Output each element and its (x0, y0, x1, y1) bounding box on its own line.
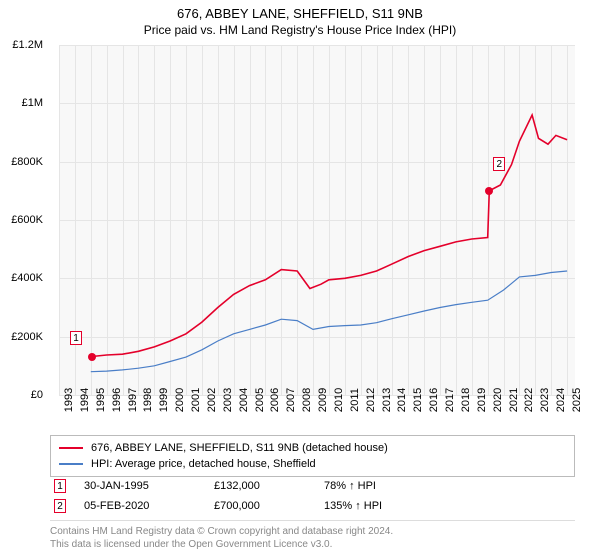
x-axis-label: 2022 (523, 388, 535, 412)
marker-price: £700,000 (214, 500, 324, 512)
x-axis-label: 2018 (460, 388, 472, 412)
x-axis-label: 1993 (63, 388, 75, 412)
x-axis-label: 2008 (301, 388, 313, 412)
y-axis-label: £1.2M (12, 39, 43, 51)
series-line (91, 271, 567, 372)
legend-swatch (59, 447, 83, 449)
legend-item: HPI: Average price, detached house, Shef… (59, 456, 566, 472)
price-marker-label: 1 (70, 331, 82, 345)
x-axis-label: 2011 (349, 388, 361, 412)
x-axis-label: 2024 (555, 388, 567, 412)
x-axis-label: 2001 (190, 388, 202, 412)
x-axis-label: 2012 (365, 388, 377, 412)
chart-title: 676, ABBEY LANE, SHEFFIELD, S11 9NB (0, 0, 600, 21)
x-axis-label: 2015 (412, 388, 424, 412)
x-axis-label: 2016 (428, 388, 440, 412)
x-axis-label: 2013 (381, 388, 393, 412)
legend-swatch (59, 463, 83, 465)
y-axis-label: £600K (11, 214, 43, 226)
marker-row: 2 05-FEB-2020£700,000135% ↑ HPI (50, 496, 575, 516)
x-axis-label: 2020 (492, 388, 504, 412)
marker-date: 30-JAN-1995 (84, 480, 214, 492)
marker-hpi: 135% ↑ HPI (324, 500, 444, 512)
x-axis-label: 2014 (396, 388, 408, 412)
chart-container: 676, ABBEY LANE, SHEFFIELD, S11 9NB Pric… (0, 0, 600, 560)
legend: 676, ABBEY LANE, SHEFFIELD, S11 9NB (det… (50, 435, 575, 477)
series-line (92, 115, 567, 357)
x-axis-label: 2010 (333, 388, 345, 412)
price-marker-dot (485, 187, 493, 195)
chart-area: 12 £0£200K£400K£600K£800K£1M£1.2M 199319… (50, 45, 575, 395)
x-axis-label: 2000 (174, 388, 186, 412)
marker-date: 05-FEB-2020 (84, 500, 214, 512)
chart-subtitle: Price paid vs. HM Land Registry's House … (0, 21, 600, 41)
marker-table: 1 30-JAN-1995£132,00078% ↑ HPI 2 05-FEB-202… (50, 476, 575, 516)
footer-line: This data is licensed under the Open Gov… (50, 538, 575, 551)
x-axis-label: 2021 (508, 388, 520, 412)
marker-index: 2 (54, 499, 66, 513)
footer-line: Contains HM Land Registry data © Crown c… (50, 525, 575, 538)
y-axis-label: £1M (22, 97, 43, 109)
y-axis-label: £400K (11, 272, 43, 284)
y-axis-label: £0 (31, 389, 43, 401)
x-axis-label: 1996 (111, 388, 123, 412)
y-axis-label: £800K (11, 156, 43, 168)
y-axis-label: £200K (11, 331, 43, 343)
legend-label: 676, ABBEY LANE, SHEFFIELD, S11 9NB (det… (91, 442, 388, 454)
x-axis-label: 2007 (285, 388, 297, 412)
x-axis-label: 1997 (127, 388, 139, 412)
x-axis-label: 1994 (79, 388, 91, 412)
x-axis-label: 1995 (95, 388, 107, 412)
marker-hpi: 78% ↑ HPI (324, 480, 444, 492)
price-marker-dot (88, 353, 96, 361)
x-axis-label: 2004 (238, 388, 250, 412)
x-axis-label: 1998 (142, 388, 154, 412)
marker-price: £132,000 (214, 480, 324, 492)
x-axis-label: 2025 (571, 388, 583, 412)
marker-index: 1 (54, 479, 66, 493)
x-axis-label: 2006 (269, 388, 281, 412)
x-axis-label: 2009 (317, 388, 329, 412)
x-axis-label: 1999 (158, 388, 170, 412)
x-axis-label: 2019 (476, 388, 488, 412)
x-axis-label: 2003 (222, 388, 234, 412)
x-axis-label: 2023 (539, 388, 551, 412)
line-plot (50, 45, 575, 395)
price-marker-label: 2 (493, 157, 505, 171)
legend-label: HPI: Average price, detached house, Shef… (91, 458, 316, 470)
x-axis-label: 2002 (206, 388, 218, 412)
marker-row: 1 30-JAN-1995£132,00078% ↑ HPI (50, 476, 575, 496)
footer: Contains HM Land Registry data © Crown c… (50, 520, 575, 551)
x-axis-label: 2017 (444, 388, 456, 412)
legend-item: 676, ABBEY LANE, SHEFFIELD, S11 9NB (det… (59, 440, 566, 456)
x-axis-label: 2005 (254, 388, 266, 412)
